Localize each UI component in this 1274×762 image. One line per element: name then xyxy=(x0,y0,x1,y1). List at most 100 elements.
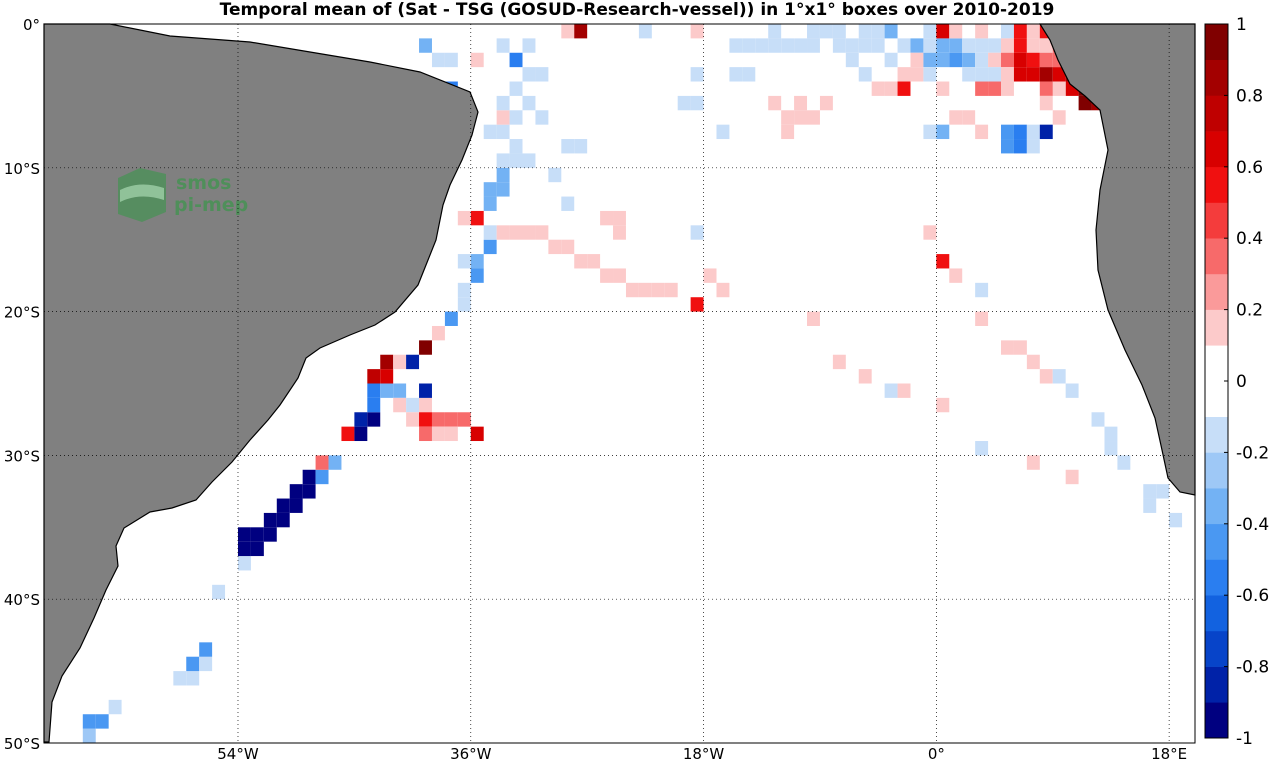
data-cell xyxy=(781,110,795,125)
data-cell xyxy=(574,139,588,154)
data-cell xyxy=(509,139,523,154)
data-cell xyxy=(367,369,381,384)
data-cell xyxy=(470,210,484,226)
colorbar-segment xyxy=(1205,95,1228,132)
lon-tick-label: 18°W xyxy=(683,745,725,762)
data-cell xyxy=(237,527,251,542)
data-cell xyxy=(729,67,743,82)
data-cell xyxy=(1039,95,1053,111)
data-cell xyxy=(509,52,523,68)
data-cell xyxy=(807,38,820,53)
data-cell xyxy=(832,354,846,370)
data-cell xyxy=(444,311,458,326)
data-cell xyxy=(1026,139,1040,154)
data-cell xyxy=(923,225,937,240)
data-cell xyxy=(431,325,445,341)
data-cell xyxy=(483,182,497,197)
data-cell xyxy=(302,469,316,485)
data-cell xyxy=(949,52,963,68)
data-cell xyxy=(949,38,963,53)
data-cell xyxy=(1143,484,1157,499)
data-cell xyxy=(613,225,626,240)
data-cell xyxy=(936,254,950,269)
data-cell xyxy=(677,95,691,111)
colorbar-segment xyxy=(1205,452,1228,489)
data-cell xyxy=(1013,124,1027,140)
data-cell xyxy=(975,441,989,456)
data-cell xyxy=(1026,354,1040,370)
data-cell xyxy=(1039,369,1053,384)
data-cell xyxy=(276,498,290,513)
logo-pimep: pi-mep xyxy=(174,194,248,216)
data-cell xyxy=(975,282,989,298)
data-cell xyxy=(380,369,394,384)
data-cell xyxy=(496,225,510,240)
data-cell xyxy=(522,38,536,53)
data-cell xyxy=(470,426,484,442)
data-cell xyxy=(1052,369,1066,384)
data-cell xyxy=(936,81,950,96)
data-cell xyxy=(1039,124,1053,140)
data-cell xyxy=(600,268,614,283)
data-cell xyxy=(1001,124,1014,140)
colorbar-segment xyxy=(1205,202,1228,239)
data-cell xyxy=(1001,67,1014,82)
colorbar-segment xyxy=(1205,166,1228,203)
colorbar-label: 0.8 xyxy=(1236,86,1263,106)
data-cell xyxy=(923,52,937,68)
data-cell xyxy=(832,24,846,39)
colorbar-segment xyxy=(1205,559,1228,596)
data-cell xyxy=(393,383,407,398)
data-cell xyxy=(1039,81,1053,96)
colorbar-segment xyxy=(1205,24,1228,60)
data-cell xyxy=(393,354,407,370)
data-cell xyxy=(457,412,471,427)
data-cell xyxy=(289,498,303,513)
data-cell xyxy=(1026,24,1040,39)
data-cell xyxy=(1039,67,1053,82)
data-cell xyxy=(419,340,432,355)
data-cell xyxy=(457,254,471,269)
data-cell xyxy=(1104,441,1118,456)
data-cell xyxy=(302,484,316,499)
data-cell xyxy=(496,38,510,53)
data-cell xyxy=(199,642,213,657)
data-cell xyxy=(509,110,523,125)
data-cell xyxy=(1001,139,1014,154)
axis-labels: 0° 10°S 20°S 30°S 40°S 50°S 54°W 36°W 18°W 0° 18°E xyxy=(4,16,1187,762)
data-cell xyxy=(1091,412,1105,427)
data-cell xyxy=(794,110,808,125)
data-cell xyxy=(1013,24,1027,39)
colorbar-label: 0.4 xyxy=(1236,229,1263,249)
data-cell xyxy=(1052,67,1066,82)
data-cell xyxy=(444,52,458,68)
data-cell xyxy=(936,38,950,53)
data-cell xyxy=(535,67,549,82)
data-cell xyxy=(781,124,795,140)
colorbar-segment xyxy=(1205,595,1228,632)
lat-tick-label: 10°S xyxy=(4,160,40,178)
data-cell xyxy=(237,541,251,557)
data-cell xyxy=(587,254,601,269)
data-cell xyxy=(483,124,497,140)
data-cell xyxy=(949,110,963,125)
data-cell xyxy=(962,67,976,82)
data-cell xyxy=(431,412,445,427)
data-cell xyxy=(1039,52,1053,68)
data-cell xyxy=(600,210,614,226)
colorbar-label: -0.4 xyxy=(1236,515,1269,535)
data-cell xyxy=(807,24,820,39)
data-cell xyxy=(988,52,1002,68)
data-cell xyxy=(613,268,626,283)
data-cell xyxy=(871,38,885,53)
lon-tick-label: 36°W xyxy=(450,745,492,762)
data-cell xyxy=(858,67,872,82)
data-cell xyxy=(845,52,859,68)
data-cell xyxy=(651,282,665,298)
data-cell xyxy=(406,397,420,413)
data-cell xyxy=(393,397,407,413)
logo-smos: smos xyxy=(176,172,231,194)
data-cell xyxy=(910,38,924,53)
data-cell xyxy=(173,671,187,686)
colorbar: 1 0.8 0.6 0.4 0.2 0 -0.2 -0.4 -0.6 -0.8 -1 xyxy=(1204,15,1269,749)
